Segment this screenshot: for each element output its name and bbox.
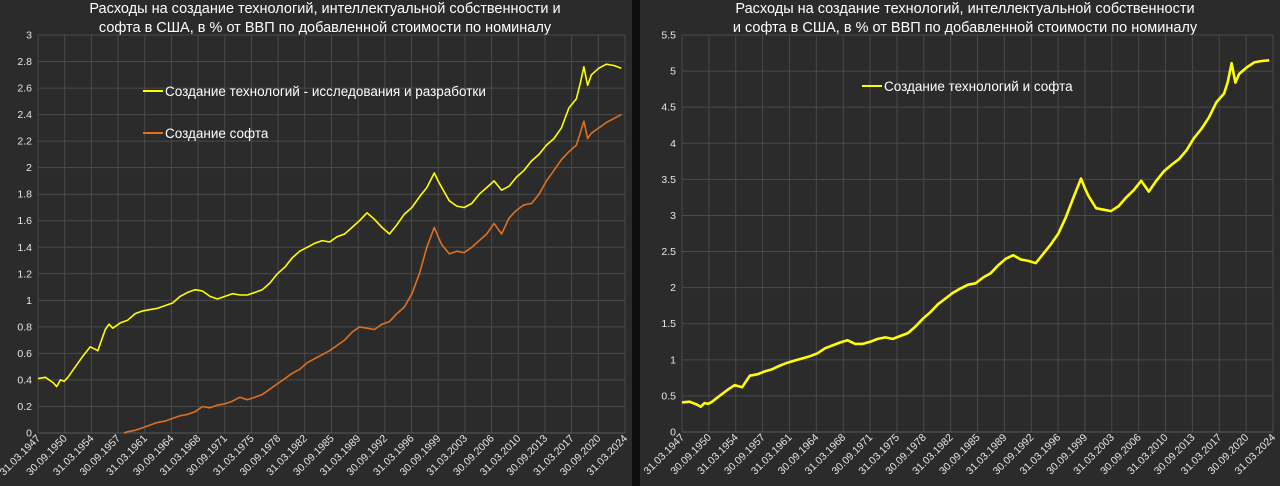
y-tick-label: 2.5 [661,246,676,258]
chart-title-line2: и софта в США, в % от ВВП по добавленной… [732,20,1198,36]
y-tick-label: 1 [670,354,676,366]
chart-title: Расходы на создание технологий, интеллек… [660,0,1270,38]
y-tick-label: 1.4 [17,242,32,254]
y-tick-label: 1.8 [17,189,32,201]
y-tick-label: 2 [26,162,32,174]
y-tick-label: 0.2 [17,401,32,413]
series-line-1 [37,63,622,388]
y-tick-label: 1.5 [661,318,676,330]
chart-title-line1: Расходы на создание технологий, интеллек… [89,1,561,17]
y-tick-label: 5 [670,66,676,78]
y-tick-label: 3.5 [661,174,676,186]
y-tick-label: 0 [26,428,32,440]
y-tick-label: 5.5 [661,30,676,42]
line-chart-right: 00.511.522.533.544.555.531.03.194730.09.… [641,30,1278,478]
y-tick-label: 0.4 [17,374,32,386]
y-tick-label: 4.5 [661,102,676,114]
y-tick-label: 3 [670,210,676,222]
y-tick-label: 0.8 [17,321,32,333]
y-tick-label: 4 [670,138,676,150]
series-line-2 [123,113,622,434]
line-chart-left: 0 0.2 0.4 0.6 0.8 1 1.2 1.4 1.6 1.8 2 2.2 2.4 2.6 2.8 3… [0,30,630,479]
y-tick-label: 1.6 [17,215,32,227]
chart-panel-right: Расходы на создание технологий, интеллек… [640,0,1280,486]
y-tick-label: 2.6 [17,83,32,95]
chart-title-line2: софта в США, в % от ВВП по добавленной с… [98,20,552,36]
panel-divider [632,0,640,486]
legend-label-2: Создание софта [165,126,269,141]
chart-title-line1: Расходы на создание технологий, интеллек… [735,1,1195,17]
y-tick-label: 2.2 [17,136,32,148]
y-tick-label: 1 [26,295,32,307]
chart-panel-left: Расходы на создание технологий, интеллек… [0,0,632,486]
chart-title: Расходы на создание технологий, интеллек… [20,0,630,38]
series-line-1 [681,59,1270,409]
y-tick-label: 0.5 [661,390,676,402]
y-tick-label: 0.6 [17,348,32,360]
y-tick-label: 2.4 [17,109,32,121]
legend-label-1: Создание технологий - исследования и раз… [165,84,486,99]
legend-label-1: Создание технологий и софта [884,79,1073,94]
y-tick-label: 2.8 [17,56,32,68]
y-tick-label: 3 [26,30,32,42]
y-tick-label: 1.2 [17,268,32,280]
y-tick-label: 0 [670,427,676,439]
y-tick-label: 2 [670,282,676,294]
